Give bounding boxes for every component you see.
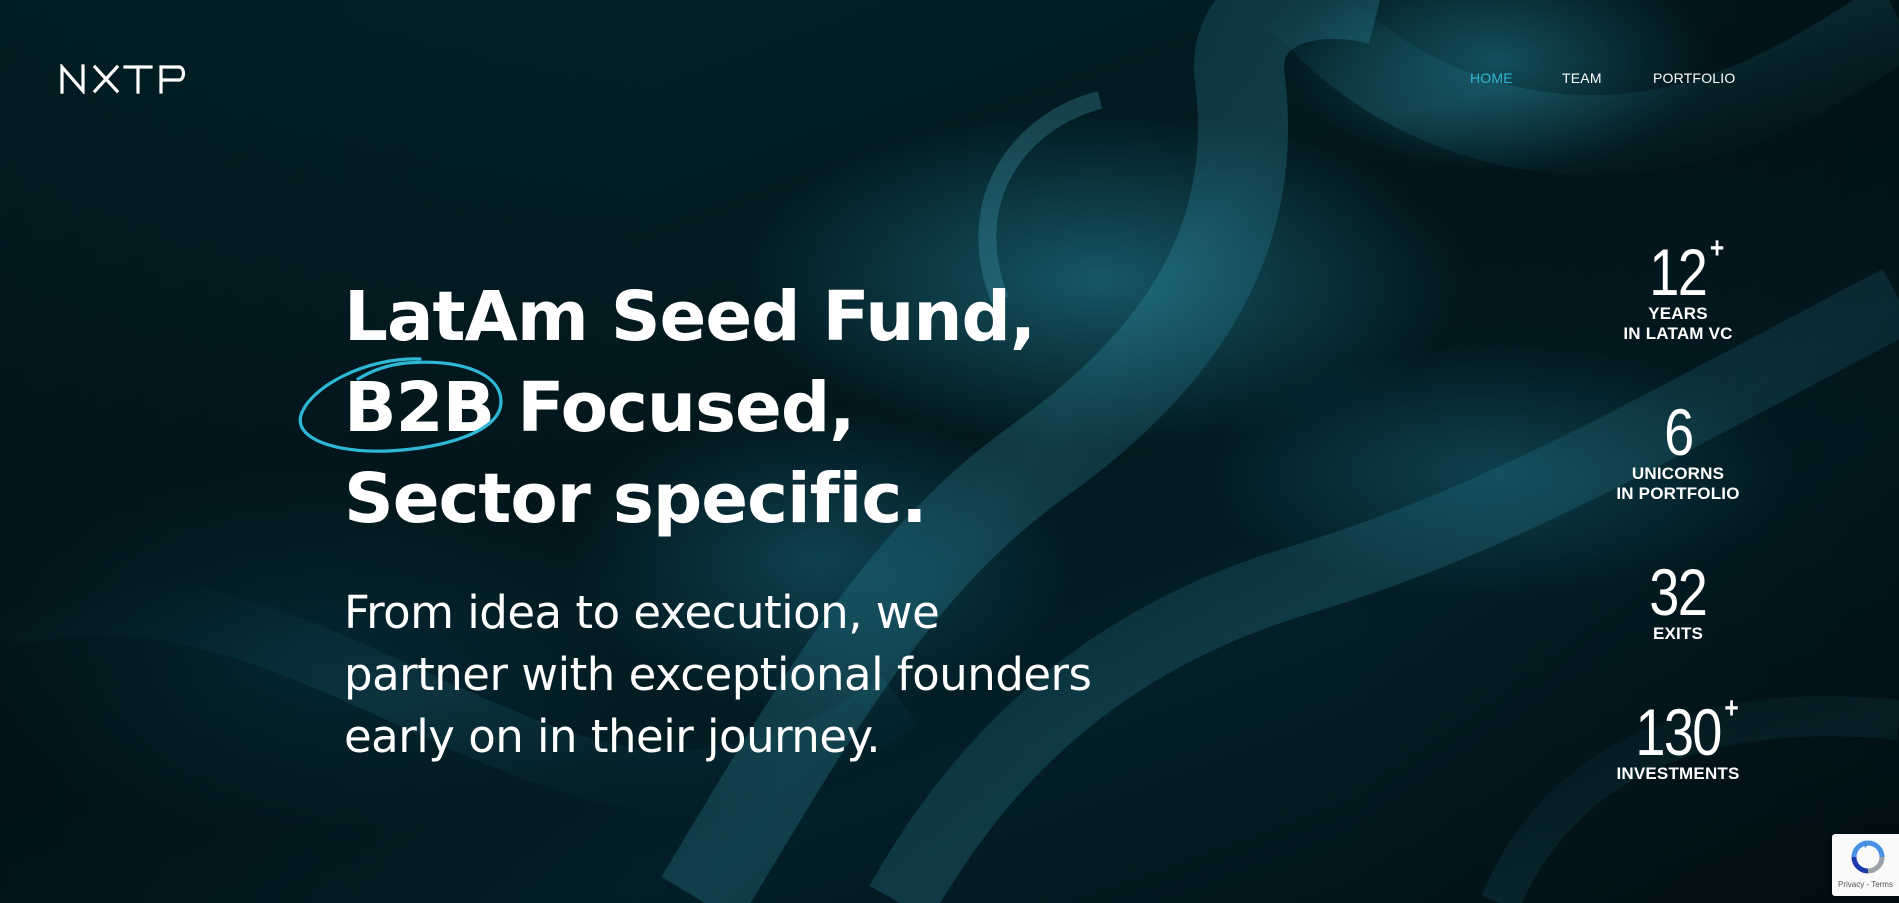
stat-label: INVESTMENTS <box>1616 764 1740 783</box>
stat-value: 32 <box>1649 555 1709 629</box>
subheadline-line-2: partner with exceptional founders <box>344 648 1092 701</box>
subheadline-line-3: early on in their journey. <box>344 710 881 763</box>
stat-investments: 130 + INVESTMENTS <box>1578 692 1778 784</box>
stat-label: YEARS <box>1648 304 1708 323</box>
stat-plus: + <box>1710 232 1724 265</box>
stat-exits: 32 EXITS <box>1578 555 1778 644</box>
stat-value: 130 + <box>1635 692 1738 769</box>
stat-label-sub: IN PORTFOLIO <box>1616 484 1740 503</box>
stat-label-sub: IN LATAM VC <box>1623 324 1733 343</box>
subheadline-line-1: From idea to execution, we <box>344 586 940 639</box>
hero-headline: LatAm Seed Fund, B2B Focused, Sector spe… <box>344 272 1084 545</box>
stat-unicorns: 6 UNICORNS IN PORTFOLIO <box>1578 395 1778 504</box>
stat-label: UNICORNS <box>1631 464 1725 483</box>
recaptcha-badge[interactable]: Privacy - Terms <box>1832 834 1899 896</box>
stat-value: 12 + <box>1649 232 1725 309</box>
nav-team[interactable]: TEAM <box>1562 70 1602 86</box>
headline-line-3: Sector specific. <box>344 459 927 539</box>
nav-portfolio[interactable]: PORTFOLIO <box>1653 70 1736 86</box>
nxtp-logo[interactable]: NXTP <box>59 64 187 94</box>
headline-line-2: B2B Focused, <box>344 363 1084 454</box>
recaptcha-icon <box>1851 840 1885 874</box>
recaptcha-links[interactable]: Privacy - Terms <box>1838 880 1893 889</box>
main-nav: HOME TEAM PORTFOLIO <box>1440 70 1740 92</box>
headline-line-1: LatAm Seed Fund, <box>344 277 1036 357</box>
highlight-circle-doodle <box>298 357 503 453</box>
nav-home[interactable]: HOME <box>1470 70 1513 86</box>
stat-years: 12 + YEARS IN LATAM VC <box>1578 232 1778 344</box>
stat-value: 6 <box>1663 395 1694 469</box>
hero-subheadline: From idea to execution, we partner with … <box>344 582 1144 768</box>
stat-label: EXITS <box>1652 624 1704 643</box>
stat-plus: + <box>1724 692 1738 725</box>
headline-line-2-rest: Focused, <box>494 368 855 448</box>
